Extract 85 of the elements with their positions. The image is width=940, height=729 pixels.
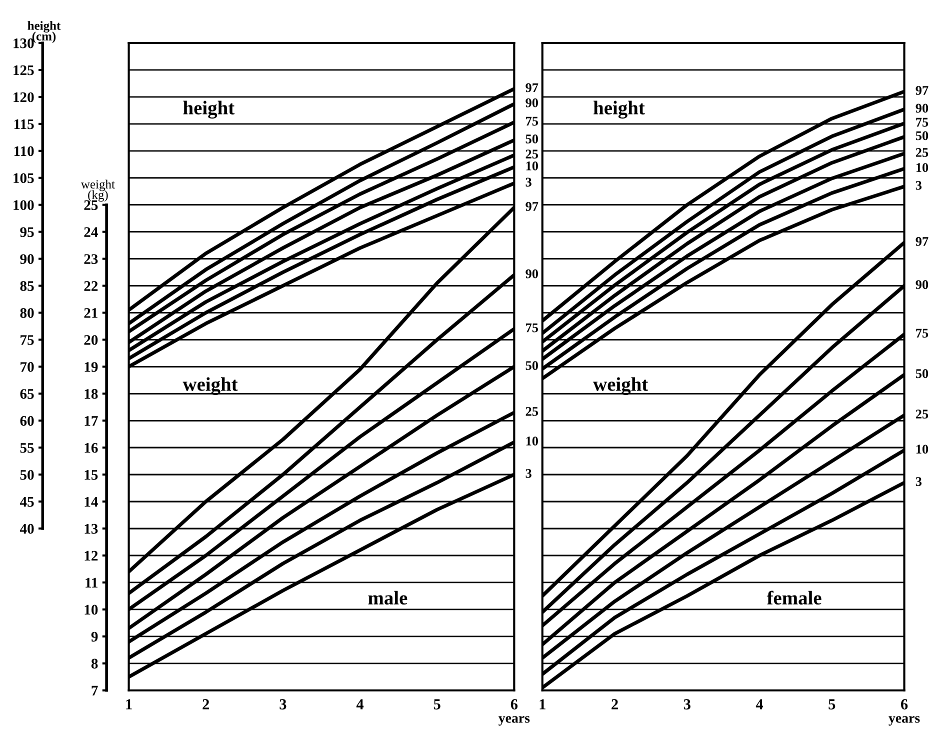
series-label: 10 — [916, 444, 928, 454]
series-label: 25 — [526, 406, 538, 416]
y2-tick-label: 8 — [91, 658, 98, 669]
y-tick-label: 55 — [20, 443, 34, 453]
y2-tick-label: 19 — [84, 362, 98, 372]
series-label: 25 — [916, 410, 928, 419]
y-tick-label: 100 — [14, 200, 34, 210]
x-tick-label: 4 — [356, 699, 364, 710]
series-label: 97 — [526, 83, 538, 92]
y-tick-label: 120 — [14, 92, 34, 102]
x-tick-label: 6 — [900, 699, 908, 710]
y-tick-label: 95 — [20, 227, 34, 238]
x-tick-label: 5 — [434, 699, 440, 710]
x-tick-label: 1 — [540, 699, 546, 710]
y-tick-label: 60 — [20, 416, 34, 426]
y2-tick-label: 12 — [84, 550, 98, 561]
y-tick-label: 110 — [14, 146, 34, 156]
y2-tick-label: 10 — [84, 604, 98, 615]
annotation: weight — [182, 377, 238, 395]
series-label: 3 — [526, 469, 532, 478]
series-label: 25 — [526, 150, 538, 159]
series-label: 3 — [916, 477, 922, 486]
series-label: 90 — [916, 280, 928, 290]
y-tick-label: 125 — [14, 65, 34, 76]
y2-tick-label: 9 — [91, 632, 98, 642]
x-tick-label: 3 — [280, 699, 286, 710]
y-tick-label: 115 — [14, 119, 34, 130]
annotation: male — [368, 590, 408, 605]
series-label: 50 — [916, 369, 928, 378]
y2-tick-label: 13 — [84, 524, 98, 534]
series-label: 10 — [526, 436, 538, 446]
y2-tick-label: 20 — [84, 335, 98, 345]
y-tick-label: 65 — [20, 389, 34, 399]
annotation: weight — [593, 377, 648, 395]
series-label: 3 — [526, 178, 532, 187]
series-label: 75 — [916, 118, 928, 127]
y-tick-label: 40 — [20, 524, 34, 534]
y2-tick-label: 22 — [84, 281, 98, 291]
y-tick-label: 70 — [20, 362, 34, 372]
x-axis-title: years — [888, 716, 920, 726]
series-label: 10 — [526, 161, 538, 170]
annotation: female — [766, 590, 822, 605]
series-label: 3 — [916, 180, 922, 190]
x-tick-label: 2 — [202, 699, 210, 710]
x-tick-label: 6 — [510, 699, 518, 710]
x-tick-label: 1 — [126, 699, 132, 710]
series-label: 25 — [916, 148, 928, 157]
annotation: height — [183, 100, 235, 119]
y2-tick-label: 23 — [84, 254, 98, 264]
y-tick-label: 90 — [20, 254, 34, 264]
y-tick-label: 45 — [20, 497, 34, 507]
x-tick-label: 2 — [612, 699, 618, 710]
y2-tick-label: 15 — [84, 470, 98, 480]
y-tick-label: 50 — [20, 470, 34, 480]
y2-tick-label: 25 — [84, 200, 98, 210]
y2-tick-label: 11 — [86, 578, 98, 588]
y2-tick-label: 14 — [84, 496, 98, 507]
series-label: 50 — [526, 361, 538, 370]
y2-tick-label: 7 — [92, 686, 98, 696]
series-label: 90 — [916, 104, 928, 113]
annotation: height — [594, 100, 645, 119]
series-label: 97 — [916, 86, 928, 95]
y-tick-label: 105 — [14, 173, 34, 184]
series-label: 50 — [526, 134, 538, 144]
series-label: 97 — [526, 202, 538, 211]
x-tick-label: 4 — [756, 699, 764, 710]
series-label: 90 — [526, 269, 538, 278]
series-label: 75 — [916, 328, 928, 338]
x-tick-label: 5 — [828, 699, 836, 710]
series-label: 90 — [526, 98, 538, 108]
y2-tick-label: 17 — [84, 416, 98, 426]
y2-tick-label: 21 — [84, 308, 98, 318]
y2-tick-label: 16 — [84, 443, 98, 453]
series-label: 75 — [526, 116, 538, 126]
series-label: 10 — [916, 163, 928, 172]
x-tick-label: 3 — [684, 699, 690, 710]
series-label: 97 — [916, 237, 928, 246]
x-axis-title: years — [498, 716, 530, 726]
y-tick-label: 75 — [20, 335, 34, 345]
y-tick-label: 85 — [20, 281, 34, 291]
series-label: 50 — [916, 131, 928, 140]
series-label: 75 — [526, 323, 538, 332]
y-tick-label: 80 — [20, 308, 34, 318]
y2-tick-label: 18 — [84, 389, 98, 399]
y2-tick-label: 24 — [84, 227, 98, 237]
